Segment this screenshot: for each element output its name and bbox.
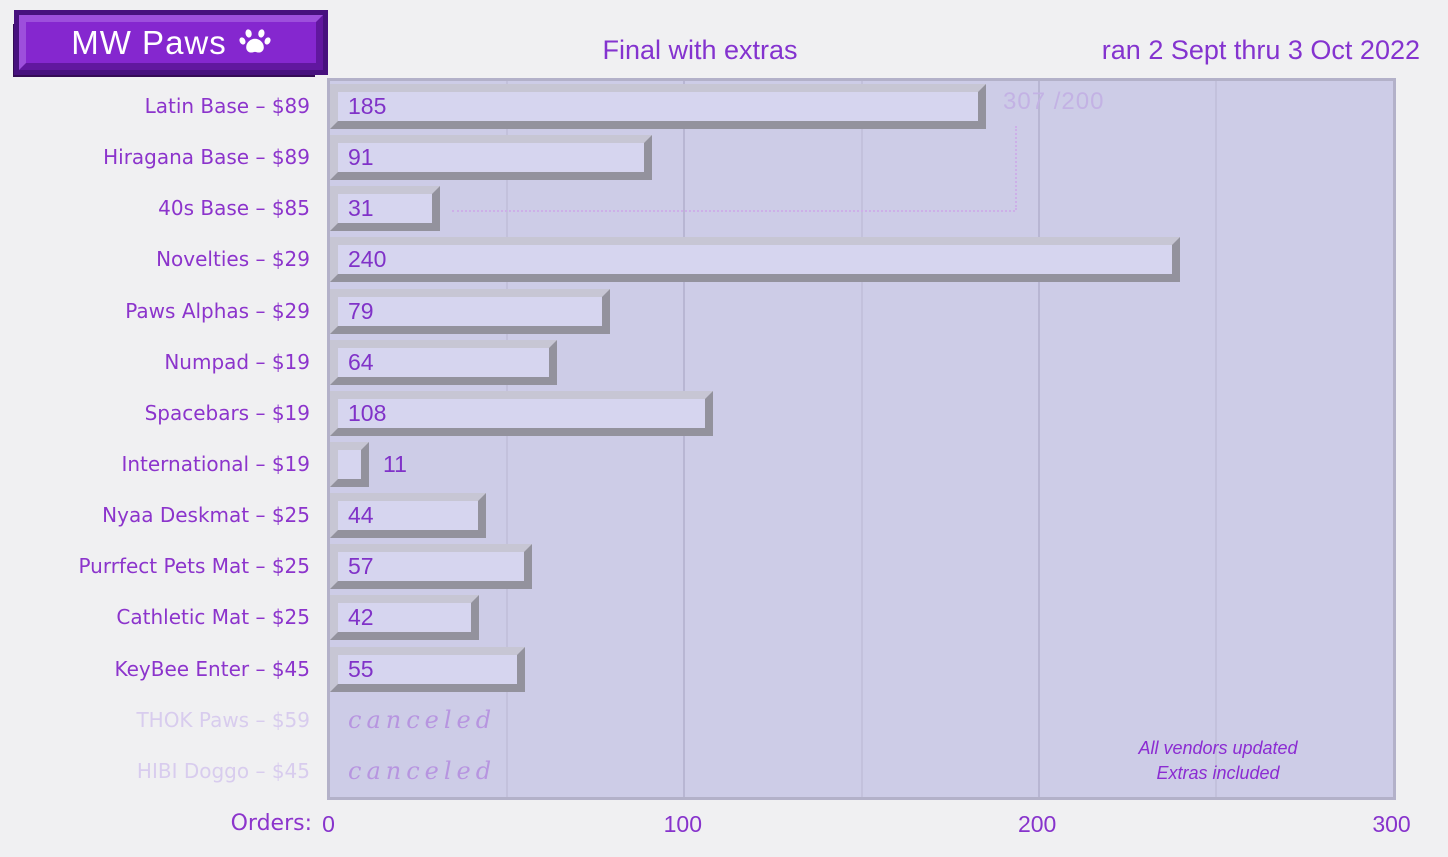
category-label: 40s Base – $85 <box>158 196 310 221</box>
order-bar <box>330 390 713 436</box>
gridline-150 <box>860 81 863 797</box>
moq-annotation: 307 /200 <box>1003 88 1105 115</box>
category-label: Cathletic Mat – $25 <box>116 605 310 630</box>
category-label: Latin Base – $89 <box>144 94 310 118</box>
footnote-vendors: All vendors updated <box>1138 738 1298 758</box>
category-label: HIBI Doggo – $45 <box>136 758 310 783</box>
date-range: ran 2 Sept thru 3 Oct 2022 <box>1101 35 1420 65</box>
category-label: International – $19 <box>121 452 310 476</box>
category-label: Nyaa Deskmat – $25 <box>102 503 310 528</box>
x-tick-100: 100 <box>663 811 703 837</box>
value-label: 44 <box>348 502 374 529</box>
value-label: 91 <box>348 144 374 171</box>
value-label: 79 <box>348 297 374 324</box>
category-label: Spacebars – $19 <box>144 400 310 425</box>
logo-keycap: MW Paws <box>14 10 328 75</box>
order-bar <box>330 186 440 232</box>
chart-title: Final with extras <box>602 35 798 65</box>
annotation-leader-horizontal <box>452 210 1015 212</box>
gridline-50 <box>506 81 509 797</box>
gridline-250 <box>1214 81 1217 797</box>
order-bar <box>330 237 1180 283</box>
category-label: KeyBee Enter – $45 <box>114 656 310 681</box>
value-label: 31 <box>348 195 374 222</box>
value-label: 108 <box>348 399 387 426</box>
gridline-100 <box>683 81 686 797</box>
category-axis: Latin Base – $89 Hiragana Base – $89 40s B… <box>0 81 310 797</box>
value-label: 185 <box>348 93 387 119</box>
value-label: 57 <box>348 553 374 580</box>
canceled-label: canceled <box>348 756 497 785</box>
order-bar <box>330 595 479 641</box>
order-bar <box>330 493 486 539</box>
category-label: Numpad – $19 <box>164 349 310 374</box>
order-bar <box>330 442 369 487</box>
order-bar <box>330 288 610 334</box>
order-bar <box>330 339 557 385</box>
value-label: 64 <box>348 348 374 375</box>
value-label: 42 <box>348 604 374 631</box>
value-label: 240 <box>348 246 387 273</box>
x-axis-label: Orders: <box>230 811 312 836</box>
order-bar <box>330 135 652 181</box>
category-label: Paws Alphas – $29 <box>125 298 310 323</box>
value-label: 11 <box>383 451 407 477</box>
logo-text: MW Paws <box>71 23 227 61</box>
x-tick-200: 200 <box>1017 811 1057 837</box>
category-label: THOK Paws – $59 <box>136 707 310 732</box>
canceled-label: canceled <box>348 705 497 734</box>
value-label: 55 <box>348 655 374 682</box>
category-label: Novelties – $29 <box>156 247 310 272</box>
paw-icon <box>239 27 271 62</box>
order-bar <box>330 646 525 692</box>
plot-area: 185 91 31 240 79 64 108 11 44 57 42 55 canceled cance… <box>327 78 1396 800</box>
order-bar <box>330 544 532 590</box>
gridline-200 <box>1037 81 1040 797</box>
x-tick-300: 300 <box>1372 811 1411 837</box>
annotation-leader-vertical <box>1015 126 1017 210</box>
order-bar <box>330 84 986 129</box>
footnote-extras: Extras included <box>1156 763 1280 783</box>
category-label: Hiragana Base – $89 <box>103 145 310 170</box>
category-label: Purrfect Pets Mat – $25 <box>78 554 310 579</box>
x-tick-0: 0 <box>322 811 335 837</box>
